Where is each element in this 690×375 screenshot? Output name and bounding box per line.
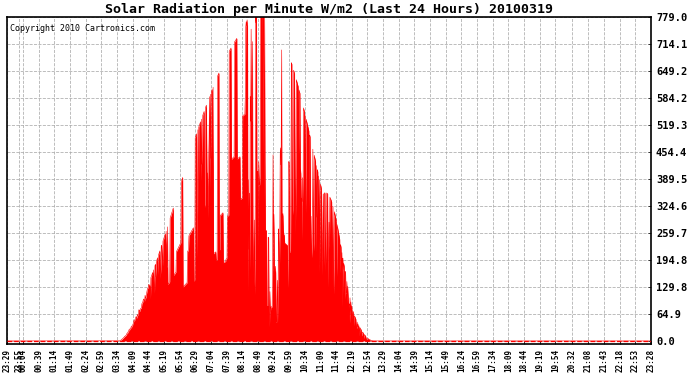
Title: Solar Radiation per Minute W/m2 (Last 24 Hours) 20100319: Solar Radiation per Minute W/m2 (Last 24… xyxy=(105,3,553,16)
Text: Copyright 2010 Cartronics.com: Copyright 2010 Cartronics.com xyxy=(10,24,155,33)
